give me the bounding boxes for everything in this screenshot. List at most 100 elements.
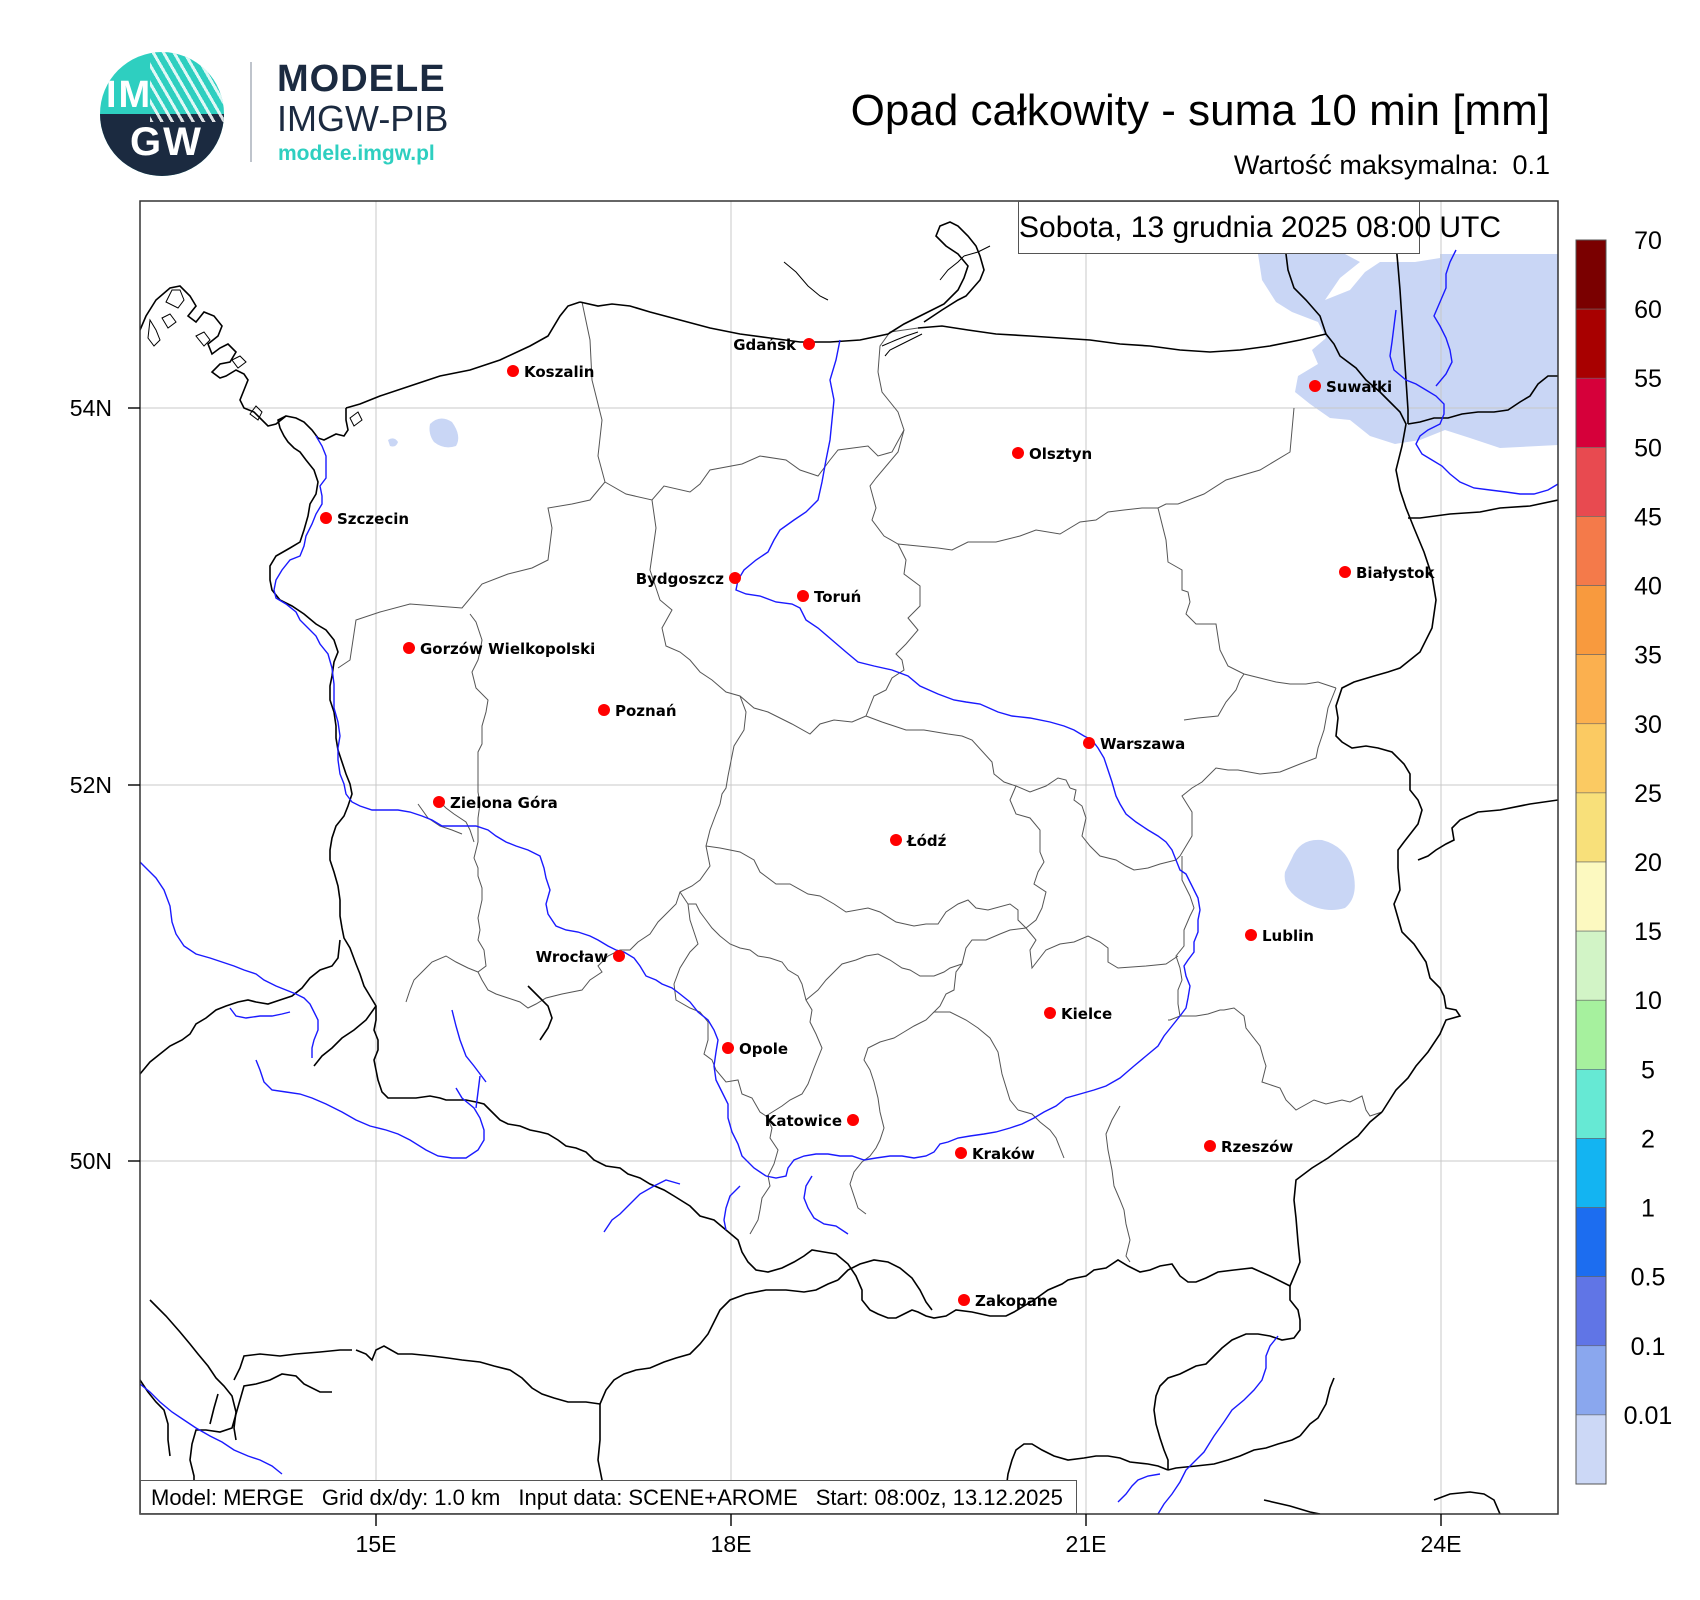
axis-ticks: [128, 407, 1442, 1526]
svg-text:Gorzów Wielkopolski: Gorzów Wielkopolski: [420, 640, 595, 658]
date-label: Sobota, 13 grudnia 2025 08:00 UTC: [1018, 201, 1501, 254]
cities: Gdańsk Koszalin Suwałki Olsztyn Szczecin…: [320, 336, 1435, 1310]
svg-text:Toruń: Toruń: [814, 588, 861, 606]
colorbar-label: 10: [1634, 987, 1662, 1015]
colorbar-label: 45: [1634, 503, 1662, 531]
colorbar-label: 20: [1634, 849, 1662, 877]
svg-text:Olsztyn: Olsztyn: [1029, 445, 1092, 463]
city-krakow: Kraków: [955, 1145, 1035, 1163]
logo-name: MODELE: [277, 58, 446, 100]
colorbar-segment: [1575, 447, 1607, 517]
svg-text:Zakopane: Zakopane: [975, 1292, 1058, 1310]
svg-text:Zielona Góra: Zielona Góra: [450, 794, 558, 812]
city-lodz: Łódź: [890, 832, 947, 850]
imgw-logo-mark: IM GW: [100, 52, 224, 176]
city-torun: Toruń: [797, 588, 861, 606]
voivodeship-boundaries: [337, 301, 1383, 1263]
city-zielona-gora: Zielona Góra: [433, 794, 558, 812]
max-value: 0.1: [1512, 150, 1550, 180]
model-info: Model: MERGE Grid dx/dy: 1.0 km Input data…: [140, 1480, 1077, 1514]
colorbar-label: 1: [1641, 1195, 1655, 1223]
colorbar-label: 0.1: [1631, 1333, 1666, 1361]
city-poznan: Poznań: [598, 702, 677, 720]
svg-text:Katowice: Katowice: [765, 1112, 842, 1130]
city-zakopane: Zakopane: [958, 1292, 1058, 1310]
colorbar-segment: [1575, 377, 1607, 448]
start-time: Start: 08:00z, 13.12.2025: [815, 1485, 1063, 1510]
city-bialystok: Białystok: [1339, 564, 1435, 582]
imgw-logo: IM GW MODELE IMGW-PIB modele.imgw.pl: [100, 52, 480, 182]
svg-text:Kraków: Kraków: [972, 1145, 1035, 1163]
svg-text:Poznań: Poznań: [615, 702, 677, 720]
colorbar-segment: [1575, 930, 1607, 1001]
precipitation-areas: [388, 254, 1558, 910]
svg-text:Łódź: Łódź: [906, 832, 947, 850]
max-value-line: Wartość maksymalna: 0.1: [1220, 150, 1550, 181]
colorbar: [1575, 239, 1607, 1485]
colorbar-label: 60: [1634, 296, 1662, 324]
colorbar-label: 0.5: [1631, 1264, 1666, 1292]
colorbar-labels: 70 60 55 50 45 40 35 30 25 20 15 10 5 2 1 0.5 0.1 0.01: [1624, 227, 1673, 1430]
colorbar-segment: [1575, 516, 1607, 586]
svg-text:Rzeszów: Rzeszów: [1221, 1138, 1293, 1156]
precipitation-area-lake: [429, 418, 459, 448]
city-suwalki: Suwałki: [1309, 378, 1392, 396]
lat-label-52: 52N: [70, 772, 112, 798]
colorbar-segment: [1575, 1276, 1607, 1347]
map-title: Opad całkowity - suma 10 min [mm]: [850, 86, 1550, 135]
country-borders: [140, 203, 1558, 1514]
colorbar-segment: [1575, 723, 1607, 794]
city-gorzow-wielkopolski: Gorzów Wielkopolski: [403, 640, 595, 658]
colorbar-segment: [1575, 1069, 1607, 1139]
logo-divider: [250, 62, 252, 162]
precipitation-area-northeast: [1258, 254, 1558, 448]
axis-labels: 54N 52N 50N 15E 18E 21E 24E: [70, 395, 1462, 1557]
colorbar-label: 25: [1634, 780, 1662, 808]
city-wroclaw: Wrocław: [536, 948, 625, 966]
colorbar-segment: [1575, 1207, 1607, 1277]
city-katowice: Katowice: [765, 1112, 859, 1130]
coastline-details: [147, 245, 991, 427]
svg-text:Gdańsk: Gdańsk: [733, 336, 797, 354]
lat-label-50: 50N: [70, 1148, 112, 1174]
colorbar-label: 55: [1634, 365, 1662, 393]
city-rzeszow: Rzeszów: [1204, 1138, 1293, 1156]
lon-label-24: 24E: [1421, 1531, 1462, 1557]
colorbar-segment: [1575, 585, 1607, 655]
map-frame: [139, 200, 1559, 1515]
city-opole: Opole: [722, 1040, 788, 1058]
colorbar-segment: [1575, 999, 1607, 1070]
svg-text:Kielce: Kielce: [1061, 1005, 1112, 1023]
precipitation-area-suwalki: [1320, 360, 1344, 386]
svg-text:Białystok: Białystok: [1356, 564, 1435, 582]
model-name: Model: MERGE: [151, 1485, 304, 1510]
svg-text:Szczecin: Szczecin: [337, 510, 409, 528]
logo-mark-bottom: GW: [130, 120, 203, 164]
colorbar-segment: [1575, 1138, 1607, 1208]
lon-label-18: 18E: [711, 1531, 752, 1557]
colorbar-label: 5: [1641, 1056, 1655, 1084]
logo-org: IMGW-PIB: [277, 98, 449, 139]
city-lublin: Lublin: [1245, 927, 1314, 945]
colorbar-label: 30: [1634, 711, 1662, 739]
colorbar-label: 0.01: [1624, 1402, 1673, 1430]
colorbar-segment: [1575, 654, 1607, 725]
city-olsztyn: Olsztyn: [1012, 445, 1092, 463]
svg-text:Wrocław: Wrocław: [536, 948, 609, 966]
city-koszalin: Koszalin: [507, 363, 594, 381]
logo-mark-top: IM: [106, 74, 153, 116]
lon-label-21: 21E: [1066, 1531, 1107, 1557]
city-kielce: Kielce: [1044, 1005, 1112, 1023]
max-value-label: Wartość maksymalna:: [1233, 150, 1499, 180]
colorbar-segment: [1575, 861, 1607, 932]
city-warszawa: Warszawa: [1083, 735, 1185, 753]
svg-text:Lublin: Lublin: [1262, 927, 1314, 945]
colorbar-segment: [1575, 792, 1607, 863]
colorbar-segment: [1575, 1414, 1607, 1485]
colorbar-frame: [1575, 239, 1607, 1485]
grid-resolution: Grid dx/dy: 1.0 km: [321, 1485, 501, 1510]
colorbar-label: 50: [1634, 434, 1662, 462]
svg-text:Warszawa: Warszawa: [1100, 735, 1185, 753]
city-szczecin: Szczecin: [320, 510, 409, 528]
